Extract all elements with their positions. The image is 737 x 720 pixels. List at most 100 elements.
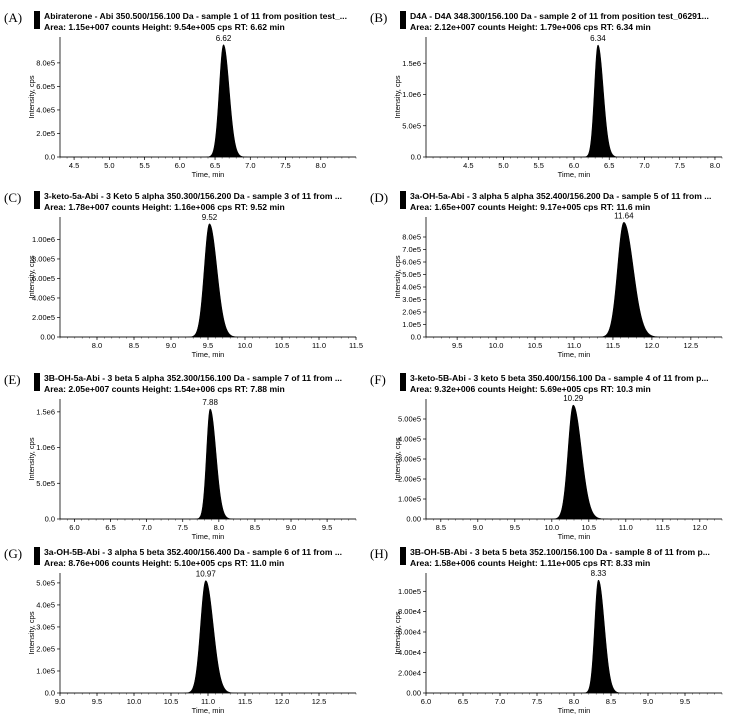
y-tick-label: 4.00e4: [398, 648, 421, 657]
x-tick-label: 4.5: [463, 161, 473, 170]
y-tick-label: 1.00e5: [398, 495, 421, 504]
y-axis-label: Intensity, cps: [27, 611, 36, 654]
chromatogram-svg: (H) 3B-OH-5B-Abi - 3 beta 5 beta 352.100/…: [370, 546, 723, 715]
x-tick-label: 4.5: [69, 161, 79, 170]
chromatogram-svg: (A) Abiraterone - Abi 350.500/156.100 Da …: [4, 10, 357, 179]
chromatogram-peak: [60, 44, 356, 158]
y-tick-label: 4.00e5: [32, 294, 55, 303]
y-tick-label: 8.00e4: [398, 607, 421, 616]
y-tick-label: 6.00e5: [32, 274, 55, 283]
x-axis-label: Time, min: [558, 170, 591, 179]
x-tick-label: 11.5: [606, 341, 620, 350]
chromatogram-panel: (E) 3B-OH-5a-Abi - 3 beta 5 alpha 352.300…: [0, 362, 366, 541]
x-axis-label: Time, min: [558, 532, 591, 541]
x-tick-label: 7.5: [280, 161, 290, 170]
x-tick-label: 9.0: [55, 697, 65, 706]
x-tick-label: 9.0: [166, 341, 176, 350]
y-axis-label: Intensity, cps: [393, 437, 402, 480]
y-tick-label: 1.0e5: [36, 667, 55, 676]
x-axis-label: Time, min: [558, 350, 591, 359]
x-tick-label: 11.0: [312, 341, 326, 350]
x-tick-label: 9.0: [643, 697, 653, 706]
chromatogram-panel: (A) Abiraterone - Abi 350.500/156.100 Da …: [0, 0, 366, 179]
y-tick-label: 6.0e5: [402, 258, 421, 267]
y-tick-label: 1.0e6: [402, 90, 421, 99]
y-tick-label: 0.0: [411, 153, 421, 162]
x-tick-label: 8.0: [316, 161, 326, 170]
y-tick-label: 1.0e6: [36, 443, 55, 452]
header-marker: [34, 547, 40, 565]
panel-label: (E): [4, 372, 21, 387]
x-axis-label: Time, min: [192, 706, 225, 715]
x-tick-label: 6.5: [210, 161, 220, 170]
y-tick-label: 1.00e5: [398, 587, 421, 596]
y-tick-label: 1.5e6: [36, 407, 55, 416]
y-tick-label: 2.0e5: [36, 645, 55, 654]
y-tick-label: 0.0: [45, 689, 55, 698]
y-tick-label: 5.0e5: [36, 479, 55, 488]
x-tick-label: 9.5: [322, 523, 332, 532]
x-tick-label: 7.5: [532, 697, 542, 706]
y-tick-label: 6.0e5: [36, 82, 55, 91]
chart-title: 3a-OH-5a-Abi - 3 alpha 5 alpha 352.400/1…: [410, 191, 711, 201]
y-tick-label: 2.00e5: [32, 313, 55, 322]
x-tick-label: 10.0: [544, 523, 559, 532]
x-tick-label: 10.0: [238, 341, 253, 350]
chart-subtitle: Area: 1.65e+007 counts Height: 9.17e+005…: [410, 202, 650, 212]
x-tick-label: 8.0: [569, 697, 579, 706]
chart-subtitle: Area: 2.12e+007 counts Height: 1.79e+006…: [410, 22, 651, 32]
chromatogram-panel: (D) 3a-OH-5a-Abi - 3 alpha 5 alpha 352.40…: [366, 180, 732, 359]
panel-label: (C): [4, 190, 21, 205]
y-tick-label: 1.00e6: [32, 235, 55, 244]
x-tick-label: 11.0: [201, 697, 215, 706]
x-tick-label: 8.5: [436, 523, 446, 532]
chromatogram-svg: (D) 3a-OH-5a-Abi - 3 alpha 5 alpha 352.40…: [370, 190, 723, 359]
x-tick-label: 11.0: [567, 341, 581, 350]
x-tick-label: 7.0: [495, 697, 505, 706]
peak-rt-label: 9.52: [202, 213, 218, 222]
x-tick-label: 12.0: [645, 341, 660, 350]
chromatogram-svg: (G) 3a-OH-5B-Abi - 3 alpha 5 beta 352.400…: [4, 546, 357, 715]
panel-label: (A): [4, 10, 22, 25]
peak-rt-label: 6.34: [590, 34, 606, 43]
x-tick-label: 7.0: [639, 161, 649, 170]
x-tick-label: 6.5: [105, 523, 115, 532]
chart-title: 3-keto-5B-Abi - 3 keto 5 beta 350.400/15…: [410, 373, 709, 383]
chart-subtitle: Area: 1.58e+006 counts Height: 1.11e+005…: [410, 558, 650, 568]
y-axis-label: Intensity, cps: [27, 75, 36, 118]
x-tick-label: 5.0: [498, 161, 508, 170]
y-tick-label: 1.5e6: [402, 59, 421, 68]
chart-title: 3-keto-5a-Abi - 3 Keto 5 alpha 350.300/1…: [44, 191, 342, 201]
y-tick-label: 4.00e5: [398, 435, 421, 444]
y-tick-label: 8.00e5: [32, 255, 55, 264]
x-tick-label: 12.0: [275, 697, 290, 706]
x-tick-label: 8.0: [710, 161, 720, 170]
y-axis-label: Intensity, cps: [393, 611, 402, 654]
y-tick-label: 4.0e5: [36, 601, 55, 610]
y-tick-label: 4.0e5: [402, 283, 421, 292]
chromatogram-peak: [426, 222, 722, 338]
chromatogram-panel: (F) 3-keto-5B-Abi - 3 keto 5 beta 350.400…: [366, 362, 732, 541]
y-tick-label: 0.0: [411, 333, 421, 342]
y-tick-label: 3.00e5: [398, 455, 421, 464]
y-axis-label: Intensity, cps: [393, 75, 402, 118]
chart-title: 3B-OH-5a-Abi - 3 beta 5 alpha 352.300/15…: [44, 373, 342, 383]
x-tick-label: 9.0: [473, 523, 483, 532]
chart-subtitle: Area: 1.15e+007 counts Height: 9.54e+005…: [44, 22, 285, 32]
peak-rt-label: 10.29: [563, 394, 584, 403]
x-tick-label: 10.5: [528, 341, 543, 350]
peak-rt-label: 7.88: [202, 398, 218, 407]
y-tick-label: 4.0e5: [36, 106, 55, 115]
chart-title: Abiraterone - Abi 350.500/156.100 Da - s…: [44, 11, 347, 21]
y-tick-label: 3.0e5: [402, 295, 421, 304]
chromatogram-peak: [426, 404, 722, 520]
x-tick-label: 6.0: [175, 161, 185, 170]
y-tick-label: 5.0e5: [402, 270, 421, 279]
x-tick-label: 8.0: [92, 341, 102, 350]
header-marker: [400, 547, 406, 565]
x-tick-label: 10.0: [127, 697, 142, 706]
y-tick-label: 0.00: [406, 515, 421, 524]
chart-subtitle: Area: 2.05e+007 counts Height: 1.54e+006…: [44, 384, 285, 394]
chart-subtitle: Area: 1.78e+007 counts Height: 1.16e+006…: [44, 202, 285, 212]
x-tick-label: 12.0: [692, 523, 707, 532]
